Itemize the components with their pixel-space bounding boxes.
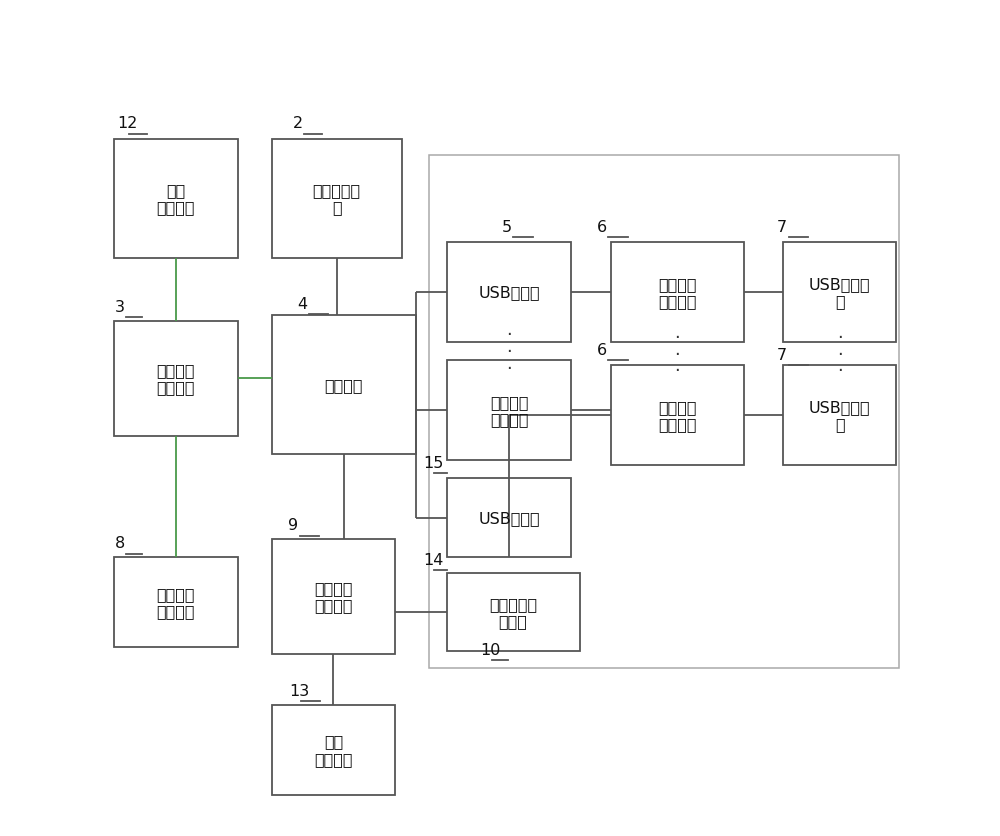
Text: 6: 6 — [597, 343, 607, 357]
Text: ·
·
·: · · · — [674, 329, 680, 380]
Text: 三号连接
控制开关: 三号连接 控制开关 — [658, 277, 696, 308]
Text: 二号连接
控制开关: 二号连接 控制开关 — [314, 580, 353, 613]
Text: 6: 6 — [597, 220, 607, 234]
Bar — [272, 705, 395, 795]
Bar — [272, 140, 402, 258]
Text: 7: 7 — [777, 347, 787, 362]
Text: 3: 3 — [114, 300, 124, 315]
Text: 一号连接
控制开关: 一号连接 控制开关 — [157, 363, 195, 395]
Text: 8: 8 — [114, 536, 125, 551]
Text: 2: 2 — [292, 116, 303, 131]
Text: USB主端口: USB主端口 — [478, 511, 540, 526]
Text: 微控制器: 微控制器 — [324, 378, 363, 393]
Bar — [447, 573, 580, 651]
Bar — [783, 242, 896, 343]
Text: 三号连接
控制开关: 三号连接 控制开关 — [658, 400, 696, 431]
Bar — [447, 479, 571, 558]
Text: 视频
输入端口: 视频 输入端口 — [157, 182, 195, 215]
Text: 9: 9 — [288, 517, 298, 533]
Bar — [114, 321, 238, 436]
Bar — [447, 360, 571, 461]
Text: 13: 13 — [289, 683, 309, 698]
Bar — [272, 316, 416, 455]
Bar — [429, 155, 899, 668]
Text: 指纹识别装
置: 指纹识别装 置 — [313, 182, 361, 215]
Text: USB扩展接
口: USB扩展接 口 — [809, 400, 870, 431]
Bar — [783, 365, 896, 466]
Text: 外接视频
输出端口: 外接视频 输出端口 — [157, 586, 195, 619]
Text: 14: 14 — [423, 552, 443, 567]
Text: ·
·
·: · · · — [506, 326, 512, 377]
Text: 15: 15 — [423, 456, 443, 471]
Bar — [114, 558, 238, 647]
Bar — [114, 140, 238, 258]
Bar — [611, 365, 744, 466]
Text: 4: 4 — [297, 297, 308, 312]
Text: 外接音频输
出端口: 外接音频输 出端口 — [489, 596, 537, 629]
Text: 10: 10 — [480, 642, 501, 657]
Text: ·
·
·: · · · — [837, 329, 842, 380]
Bar — [447, 242, 571, 343]
Text: USB扩展接
口: USB扩展接 口 — [809, 277, 870, 308]
Bar — [272, 539, 395, 654]
Text: 7: 7 — [777, 220, 787, 234]
Text: USB扩展卡: USB扩展卡 — [478, 285, 540, 300]
Text: 12: 12 — [117, 116, 137, 131]
Text: 音频
输入端口: 音频 输入端口 — [314, 734, 353, 766]
Text: 四号连接
控制开关: 四号连接 控制开关 — [490, 395, 528, 427]
Text: 5: 5 — [502, 220, 512, 234]
Bar — [611, 242, 744, 343]
